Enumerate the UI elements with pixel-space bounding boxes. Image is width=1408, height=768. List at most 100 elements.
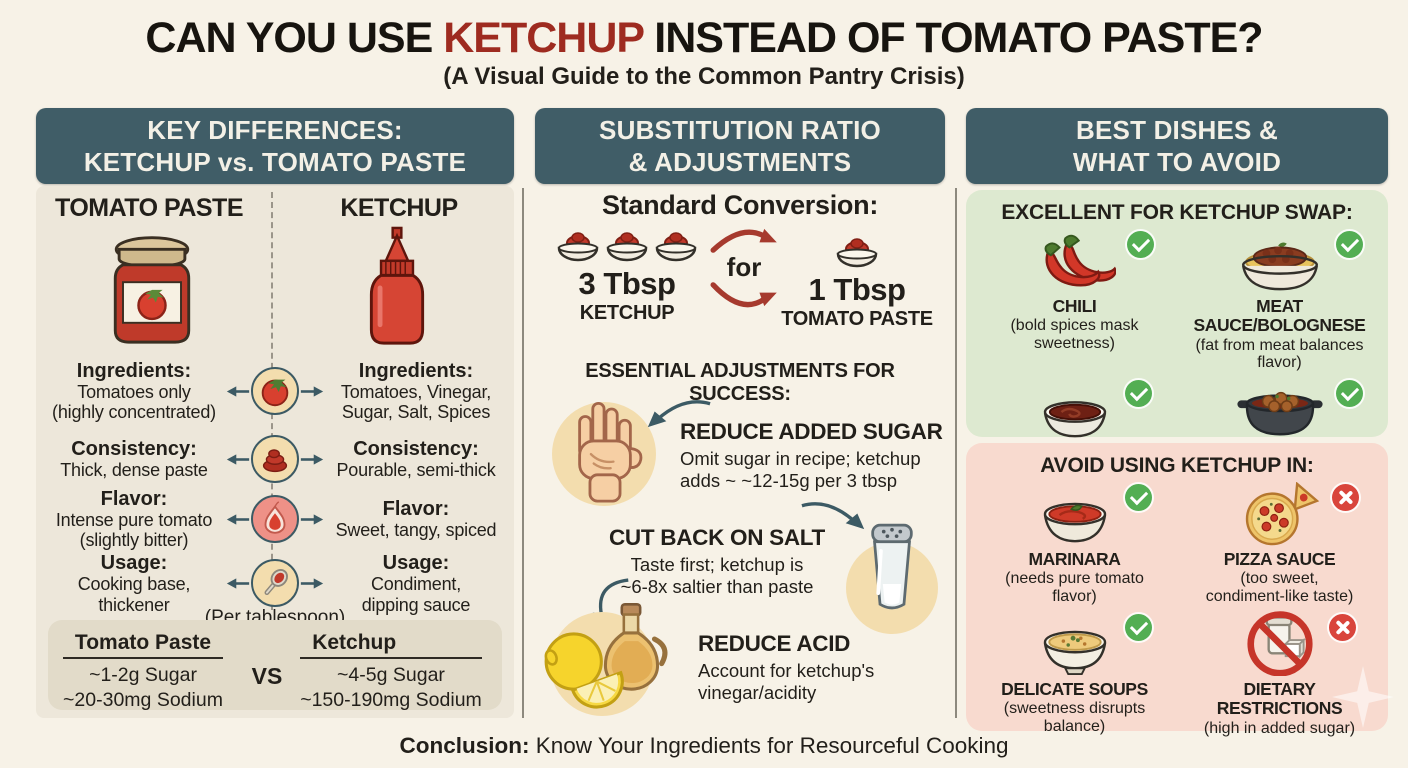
- pizza-icon: [1239, 482, 1321, 546]
- row-label-left: Usage:: [100, 552, 168, 574]
- check-icon: [1126, 231, 1154, 258]
- product-heading-tomato-paste: TOMATO PASTE: [55, 194, 244, 222]
- tomato-paste-jar-icon: [94, 230, 210, 346]
- adjustment-salt: CUT BACK ON SALT Taste first; ketchup is…: [592, 525, 842, 597]
- adjustment-title: REDUCE ACID: [698, 631, 851, 656]
- title-part2: INSTEAD OF TOMATO PASTE?: [643, 14, 1263, 62]
- onion-flavor-icon: [251, 495, 299, 543]
- title-part1: CAN YOU USE: [145, 14, 444, 62]
- dish-pizza-sauce: PIZZA SAUCE (too sweet, condiment-like t…: [1179, 484, 1380, 606]
- conversion-from: 3 Tbsp KETCHUP: [543, 229, 711, 325]
- adjustments-title: ESSENTIAL ADJUSTMENTS FOR SUCCESS:: [585, 360, 895, 405]
- adjustment-desc: Account for ketchup's vinegar/acidity: [698, 659, 875, 703]
- header-key-differences: KEY DIFFERENCES: KETCHUP vs. TOMATO PAST…: [36, 108, 514, 184]
- excellent-title: EXCELLENT FOR KETCHUP SWAP:: [1001, 201, 1353, 224]
- braise-pot-icon: [1235, 382, 1325, 442]
- nutrition-comparison-box: Tomato Paste ~1-2g Sugar ~20-30mg Sodium…: [48, 620, 502, 711]
- check-icon: [1124, 380, 1152, 408]
- arrow-left-icon: [226, 576, 250, 591]
- header-substitution-ratio: SUBSTITUTION RATIO & ADJUSTMENTS: [535, 108, 945, 184]
- conversion-to: 1 Tbsp TOMATO PASTE: [768, 235, 946, 331]
- nutrition-values-right: ~4-5g Sugar ~150-190mg Sodium: [300, 664, 482, 711]
- for-label: for: [726, 252, 762, 282]
- arrow-left-icon: [226, 512, 250, 527]
- excellent-panel: EXCELLENT FOR KETCHUP SWAP: CHILI (bold …: [966, 190, 1388, 501]
- comparison-row-flavor: Flavor: Intense pure tomato (slightly bi…: [38, 486, 512, 552]
- vs-label: VS: [251, 663, 283, 689]
- paste-dollop-icon: [251, 435, 299, 483]
- dish-name: MEAT SAUCE/BOLOGNESE: [1193, 296, 1366, 336]
- to-amount: 1 Tbsp: [808, 272, 906, 307]
- check-icon: [1124, 614, 1152, 642]
- check-icon: [1124, 484, 1152, 511]
- dish-note: (sweetness disrupts balance): [1003, 700, 1146, 736]
- row-value-left: Thick, dense paste: [60, 460, 208, 481]
- bbq-sauce-icon: [1036, 384, 1114, 442]
- meat-sauce-icon: [1235, 233, 1325, 293]
- no-sugar-icon: [1242, 608, 1318, 676]
- conclusion: Conclusion: Know Your Ingredients for Re…: [0, 733, 1408, 759]
- row-value-left: Intense pure tomato (slightly bitter): [55, 510, 213, 551]
- from-amount: 3 Tbsp: [578, 266, 676, 301]
- ketchup-bowl-icon: [604, 229, 650, 265]
- ketchup-bottle-icon: [351, 226, 443, 347]
- row-value-right: Condiment, dipping sauce: [361, 574, 471, 615]
- dish-name: DIETARY RESTRICTIONS: [1216, 679, 1343, 719]
- comparison-row-usage: Usage: Cooking base, thickener Usage: Co…: [38, 552, 512, 615]
- differences-card: TOMATO PASTE KETCHUP Ingredients: Tomato…: [36, 186, 514, 718]
- lemon-vinegar-icon: [540, 600, 678, 718]
- cross-icon: [1331, 484, 1359, 511]
- dish-name: MARINARA: [1028, 549, 1121, 569]
- arrow-right-icon: [300, 384, 324, 399]
- dish-note: (bold spices mask sweetness): [1010, 317, 1139, 353]
- avoid-panel: AVOID USING KETCHUP IN: MARINARA (needs …: [966, 443, 1388, 737]
- adjustment-sugar: REDUCE ADDED SUGAR Omit sugar in recipe;…: [680, 419, 952, 491]
- row-value-right: Sweet, tangy, spiced: [335, 520, 497, 541]
- conversion-title: Standard Conversion:: [601, 190, 879, 220]
- dish-marinara: MARINARA (needs pure tomato flavor): [974, 484, 1175, 606]
- row-label-left: Flavor:: [100, 487, 168, 510]
- ketchup-bowl-icon: [555, 229, 601, 265]
- dish-name: CHILI: [1052, 296, 1097, 316]
- row-value-right: Tomatoes, Vinegar, Sugar, Salt, Spices: [340, 382, 492, 423]
- adjustment-desc: Taste first; ketchup is ~6-8x saltier th…: [620, 553, 814, 597]
- product-heading-ketchup: KETCHUP: [340, 194, 458, 222]
- row-label-left: Ingredients:: [76, 359, 192, 382]
- check-icon: [1335, 231, 1363, 258]
- ketchup-bowls-icons: [555, 229, 699, 265]
- salt-shaker-icon: [846, 514, 938, 620]
- column-divider: [955, 188, 957, 718]
- cross-icon: [1328, 614, 1356, 642]
- row-label-right: Ingredients:: [358, 359, 474, 382]
- adjustment-desc: Omit sugar in recipe; ketchup adds ~ ~12…: [680, 447, 921, 491]
- stop-hand-icon: [558, 392, 652, 504]
- row-value-right: Pourable, semi-thick: [336, 460, 496, 481]
- dish-name: PIZZA SAUCE: [1223, 549, 1336, 569]
- check-icon: [1335, 380, 1363, 408]
- ketchup-bowl-icon: [653, 229, 699, 265]
- arrow-right-icon: [300, 452, 324, 467]
- adjustment-acid: REDUCE ACID Account for ketchup's vinega…: [698, 631, 948, 703]
- title-highlight: KETCHUP: [443, 14, 644, 62]
- comparison-row-consistency: Consistency: Thick, dense paste Consiste…: [38, 432, 512, 486]
- dish-note: (too sweet, condiment-like taste): [1205, 570, 1354, 606]
- page-subtitle: (A Visual Guide to the Common Pantry Cri…: [443, 63, 965, 90]
- tomato-paste-bowl-icon: [834, 235, 880, 271]
- to-product: TOMATO PASTE: [781, 308, 933, 330]
- dish-dietary-restrictions: DIETARY RESTRICTIONS (high in added suga…: [1179, 614, 1380, 737]
- from-product: KETCHUP: [579, 302, 675, 324]
- column-divider: [522, 188, 524, 718]
- marinara-bowl-icon: [1036, 486, 1114, 546]
- arrow-right-icon: [300, 576, 324, 591]
- arrow-right-icon: [300, 512, 324, 527]
- sparkle-watermark-icon: [1332, 666, 1394, 728]
- comparison-row-ingredients: Ingredients: Tomatoes only (highly conce…: [38, 352, 512, 430]
- avoid-title: AVOID USING KETCHUP IN:: [1040, 454, 1314, 477]
- conclusion-text: Know Your Ingredients for Resourceful Co…: [529, 733, 1009, 758]
- soup-bowl-icon: [1036, 614, 1114, 676]
- header-best-dishes: BEST DISHES & WHAT TO AVOID: [966, 108, 1388, 184]
- dish-delicate-soups: DELICATE SOUPS (sweetness disrupts balan…: [974, 614, 1175, 737]
- conversion-connector: for: [708, 227, 780, 308]
- dish-meat-sauce: MEAT SAUCE/BOLOGNESE (fat from meat bala…: [1179, 231, 1380, 372]
